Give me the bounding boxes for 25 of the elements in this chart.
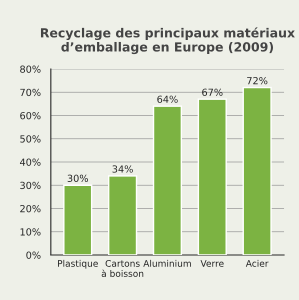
y-tick-label: 20% — [20, 204, 41, 212]
y-tick-label: 30% — [20, 182, 41, 190]
data-label: 64% — [157, 96, 178, 103]
x-tick-label: Cartons à boisson — [102, 260, 144, 277]
x-tick-label: Acier — [246, 260, 269, 267]
data-label: 30% — [68, 174, 88, 182]
data-label: 67% — [202, 88, 223, 96]
y-tick-label: 0% — [26, 251, 41, 259]
y-tick-label: 70% — [20, 88, 41, 96]
bar — [63, 184, 92, 255]
bar — [152, 106, 182, 255]
bar — [198, 98, 227, 255]
data-label: 34% — [112, 165, 133, 173]
y-tick-label: 50% — [20, 135, 41, 143]
x-tick-label: Aluminium — [143, 260, 191, 267]
y-tick-label: 10% — [20, 228, 41, 236]
chart-title: Recyclage des principaux matériaux d’emballage en Europe (2009) — [40, 27, 295, 54]
bar — [242, 86, 272, 255]
y-tick-label: 40% — [20, 158, 41, 166]
x-tick-label: Plastique — [58, 260, 98, 269]
bar — [108, 175, 138, 255]
y-tick-label: 80% — [20, 65, 41, 73]
x-tick-label: Verre — [200, 260, 224, 267]
data-label: 72% — [247, 76, 268, 84]
y-tick-label: 60% — [20, 112, 41, 120]
